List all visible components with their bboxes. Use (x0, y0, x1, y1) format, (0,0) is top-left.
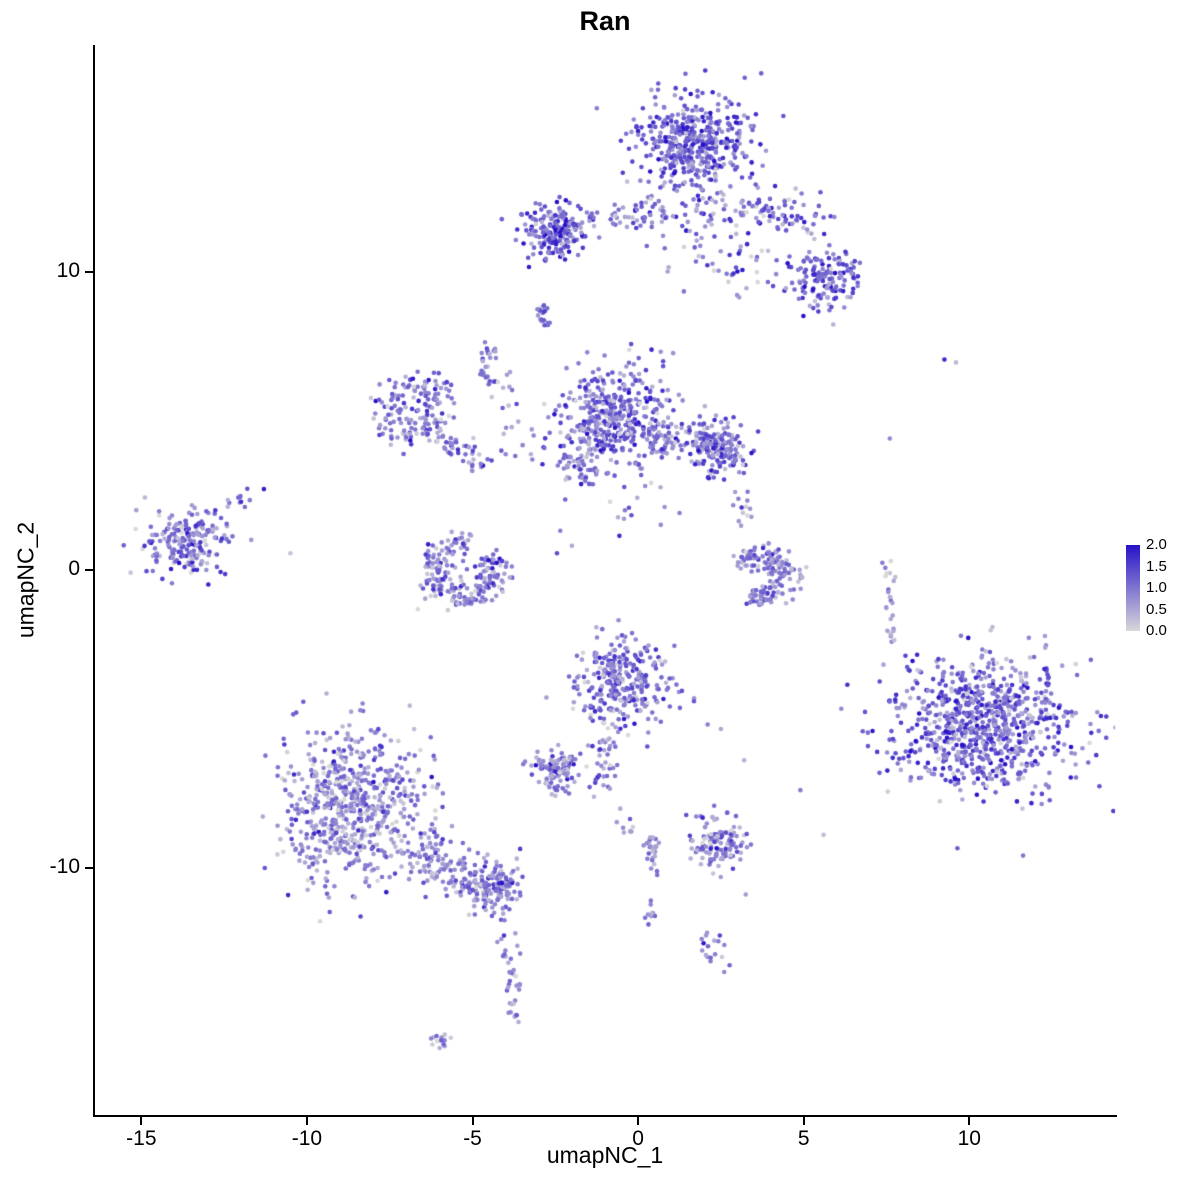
x-axis-title: umapNC_1 (546, 1142, 664, 1168)
x-tick-mark (471, 1117, 474, 1125)
legend-label: 1.5 (1146, 557, 1167, 575)
x-tick-mark (637, 1117, 640, 1125)
y-tick-label: 10 (56, 258, 80, 282)
y-tick-label: 0 (68, 556, 80, 580)
x-axis-line (93, 1115, 1117, 1117)
x-tick-label: -5 (463, 1127, 482, 1150)
y-tick-mark (85, 270, 93, 273)
x-tick-label: 0 (632, 1127, 644, 1150)
y-tick-mark (85, 568, 93, 571)
x-tick-label: 5 (797, 1127, 810, 1150)
x-tick-mark (802, 1117, 805, 1125)
legend-colorbar (1126, 545, 1140, 631)
x-tick-label: -10 (291, 1127, 323, 1150)
y-axis-title: umapNC_2 (12, 521, 39, 639)
y-tick-mark (85, 866, 93, 869)
legend-label: 0.0 (1146, 622, 1167, 639)
y-tick-label: -10 (49, 854, 80, 878)
legend-label: 2.0 (1146, 536, 1167, 553)
legend-label: 0.5 (1146, 600, 1167, 618)
x-tick-mark (305, 1117, 308, 1125)
x-tick-label: -15 (126, 1127, 157, 1150)
x-tick-mark (968, 1117, 971, 1125)
x-tick-mark (140, 1117, 143, 1125)
legend-label: 1.0 (1146, 579, 1167, 596)
y-axis-line (93, 45, 95, 1117)
legend: 2.0 1.5 1.0 0.5 0.0 (1126, 537, 1198, 645)
x-tick-label: 10 (957, 1127, 981, 1150)
plot-title: Ran (579, 6, 631, 36)
